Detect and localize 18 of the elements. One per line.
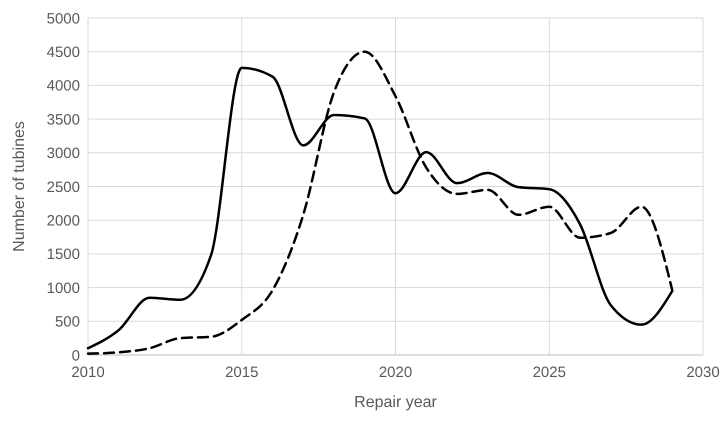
y-tick-label: 5000 [46,10,80,28]
y-tick-label: 2000 [46,212,80,230]
y-tick-label: 3000 [46,145,80,162]
x-tick-label: 2010 [71,364,105,381]
x-tick-label: 2025 [532,364,566,381]
y-tick-label: 4000 [46,78,80,95]
x-tick-label: 2015 [225,364,258,381]
y-tick-label: 0 [72,347,80,364]
y-tick-label: 1500 [46,246,80,264]
y-tick-label: 2500 [46,178,80,196]
y-tick-label: 500 [54,314,80,331]
x-axis-title: Repair year [354,394,438,411]
y-tick-label: 1000 [46,280,80,297]
y-axis-title: Number of tubines [11,121,28,252]
y-tick-label: 3500 [46,111,80,128]
x-tick-label: 2020 [378,364,412,381]
x-tick-label: 2030 [686,364,720,381]
y-tick-label: 4500 [46,44,80,61]
